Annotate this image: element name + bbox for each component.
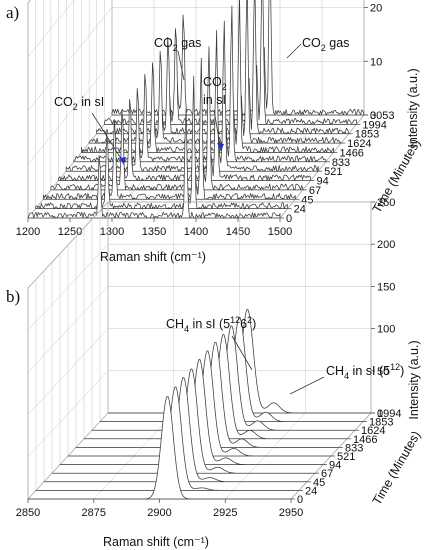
time-tick-label: 833: [332, 157, 350, 169]
time-tick-label: 67: [309, 185, 321, 197]
time-tick-label: 521: [324, 166, 342, 178]
x-tick-label: 1400: [184, 226, 208, 238]
time-tick-label: 1466: [353, 434, 377, 446]
time-tick-label: 94: [317, 176, 329, 188]
panel-b-spectra: [27, 309, 372, 500]
time-tick-label: 45: [313, 477, 325, 489]
panel-b-intensity-axis-label: Intensity (a.u.): [407, 340, 421, 419]
time-tick-label: 94: [329, 460, 341, 472]
time-tick-label: 67: [321, 468, 333, 480]
x-tick-label: 2950: [279, 507, 303, 519]
panel-a-annotation-co2-gas-1: CO2 gas: [154, 36, 201, 81]
panel-a-annotation-co2-in-si-2: CO2 in sI: [203, 75, 227, 151]
panel-a-annotation-co2-in-si-1: CO2 in sI: [54, 95, 126, 165]
panel-b-annotation-ch4-512: CH4 in sI (512): [289, 362, 404, 395]
time-tick-label: 24: [305, 485, 317, 497]
time-tick-label: 1624: [361, 425, 385, 437]
intensity-tick-label: 150: [377, 281, 395, 293]
x-tick-label: 2850: [16, 507, 40, 519]
svg-text:CO2: CO2: [203, 75, 227, 92]
svg-text:CH4 in sI (51262): CH4 in sI (51262): [166, 315, 256, 334]
intensity-tick-label: 20: [370, 3, 382, 15]
panel-a-x-axis-label: Raman shift (cm⁻¹): [100, 250, 206, 264]
time-tick-label: 1994: [362, 119, 386, 131]
time-tick-label: 0: [286, 213, 292, 225]
x-tick-label: 1350: [142, 226, 166, 238]
panel-a-label: a): [6, 3, 19, 22]
time-tick-label: 1994: [377, 408, 401, 420]
spectrum-45-min: [42, 57, 296, 200]
time-tick-label: 1853: [369, 417, 393, 429]
x-tick-label: 2900: [147, 507, 171, 519]
panel-a-intensity-ticks: 010203040: [364, 3, 382, 122]
x-tick-label: 1200: [16, 226, 40, 238]
x-tick-label: 1300: [100, 226, 124, 238]
panel-b-intensity-ticks: 0 50 100 150 200 250: [371, 197, 395, 420]
panel-b-time-axis-label: Time (Minutes): [370, 429, 424, 508]
svg-text:CO2 gas: CO2 gas: [302, 36, 349, 53]
time-tick-label: 521: [337, 451, 355, 463]
time-tick-label: 1624: [347, 138, 371, 150]
intensity-tick-label: 0: [370, 110, 376, 122]
x-tick-label: 1450: [226, 226, 250, 238]
x-tick-label: 2875: [82, 507, 106, 519]
time-tick-label: 45: [301, 194, 313, 206]
panel-b-annotation-ch4-51262: CH4 in sI (51262): [166, 315, 256, 371]
spectrum-24-min: [35, 75, 288, 209]
spectrum-67-min: [50, 46, 304, 191]
svg-text:in sI: in sI: [203, 93, 226, 107]
panel-a-intensity-axis-label: Intensity (a.u.): [406, 68, 420, 147]
intensity-tick-label: 50: [377, 366, 389, 378]
svg-text:CH4 in sI (512): CH4 in sI (512): [326, 362, 404, 381]
panel-a-annotation-co2-gas-2: CO2 gas: [286, 36, 349, 59]
intensity-tick-label: 250: [377, 197, 395, 209]
x-tick-label: 2925: [213, 507, 237, 519]
time-tick-label: 0: [297, 494, 303, 506]
svg-text:CO2 gas: CO2 gas: [154, 36, 201, 53]
time-tick-label: 833: [345, 442, 363, 454]
intensity-tick-label: 0: [377, 408, 383, 420]
panel-b-x-axis-label: Raman shift (cm⁻¹): [103, 535, 209, 549]
x-tick-label: 1500: [268, 226, 292, 238]
intensity-tick-label: 100: [377, 324, 395, 336]
spectrum-0-min: [27, 396, 292, 500]
intensity-tick-label: 10: [370, 56, 382, 68]
time-tick-label: 1466: [339, 147, 363, 159]
x-tick-label: 1250: [58, 226, 82, 238]
intensity-tick-label: 200: [377, 239, 395, 251]
panel-b: b) 2850 2875 2900 2925 2950 050100150200250 …: [6, 197, 423, 549]
panel-a-spectra: [27, 0, 365, 219]
time-tick-label: 3053: [370, 110, 394, 122]
panel-b-x-ticks: 2850 2875 2900 2925 2950: [16, 499, 303, 519]
time-tick-label: 1853: [355, 129, 379, 141]
panel-b-label: b): [6, 287, 20, 306]
svg-text:CO2 in sI: CO2 in sI: [54, 95, 104, 112]
panel-a-x-ticks: 1200 1250 1300 1350 1400 1450 1500: [16, 218, 292, 238]
time-tick-label: 24: [294, 204, 306, 216]
